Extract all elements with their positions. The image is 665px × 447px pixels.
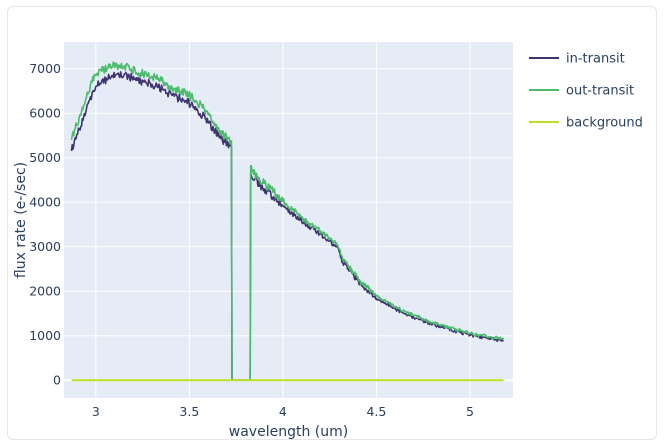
legend-label-out-transit[interactable]: out-transit xyxy=(566,84,634,99)
x-tick-label: 4 xyxy=(279,404,287,419)
x-axis-title: wavelength (um) xyxy=(229,424,348,440)
x-tick-label: 5 xyxy=(466,404,474,419)
x-tick-label: 3 xyxy=(92,404,100,419)
y-tick-label: 0 xyxy=(53,373,61,388)
x-tick-label: 3.5 xyxy=(179,404,199,419)
y-tick-label: 3000 xyxy=(29,239,61,254)
plot-area xyxy=(64,42,513,398)
chart-frame: 3 3.5 4 4.5 5 0 1000 2000 3000 4000 5000 6000 7000 wa… xyxy=(7,6,657,440)
x-tick-label: 4.5 xyxy=(366,404,386,419)
y-tick-label: 5000 xyxy=(29,150,61,165)
y-tick-label: 1000 xyxy=(29,328,61,343)
series-line-out-transit xyxy=(70,61,505,381)
y-tick-label: 4000 xyxy=(29,195,61,210)
y-tick-label: 6000 xyxy=(29,106,61,121)
legend-label-background[interactable]: background xyxy=(566,116,643,131)
y-tick-label: 2000 xyxy=(29,284,61,299)
y-axis-title: flux rate (e-/sec) xyxy=(13,162,29,278)
flux-rate-chart: 3 3.5 4 4.5 5 0 1000 2000 3000 4000 5000 6000 7000 wa… xyxy=(13,42,643,440)
legend-label-in-transit[interactable]: in-transit xyxy=(566,52,625,67)
y-tick-label: 7000 xyxy=(29,61,61,76)
